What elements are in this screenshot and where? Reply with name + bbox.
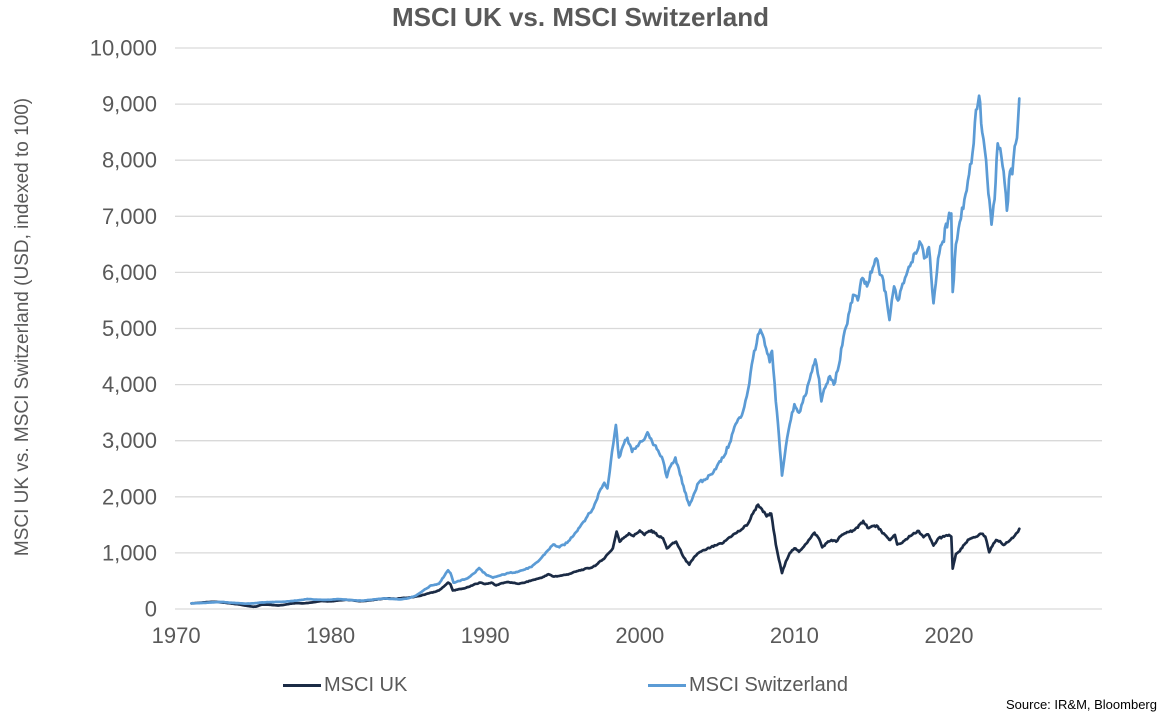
- y-axis-tick-labels: 0 1,000 2,000 3,000 4,000 5,000 6,000 7,000 8,00…: [90, 36, 157, 622]
- legend-label-msci-switzerland: MSCI Switzerland: [689, 673, 848, 696]
- x-tick-label: 2010: [770, 623, 819, 648]
- y-tick-label: 1,000: [102, 540, 157, 565]
- y-tick-label: 4,000: [102, 372, 157, 397]
- x-tick-label: 2000: [615, 623, 664, 648]
- x-axis-tick-labels: 1970 1980 1990 2000 2010 2020: [152, 623, 974, 648]
- x-tick-label: 1990: [461, 623, 510, 648]
- y-tick-label: 8,000: [102, 148, 157, 173]
- legend-item-msci-switzerland: MSCI Switzerland: [648, 672, 848, 698]
- legend-swatch-msci-switzerland: [648, 683, 686, 687]
- y-tick-label: 10,000: [90, 36, 157, 61]
- series-line-msci-uk: [190, 503, 1021, 609]
- x-tick-label: 1980: [306, 623, 355, 648]
- series-line-msci-switzerland: [190, 94, 1021, 606]
- y-tick-label: 7,000: [102, 204, 157, 229]
- y-tick-label: 0: [145, 597, 157, 622]
- legend-item-msci-uk: MSCI UK: [283, 672, 407, 698]
- y-tick-label: 6,000: [102, 260, 157, 285]
- y-tick-label: 3,000: [102, 428, 157, 453]
- legend: MSCI UK MSCI Switzerland: [0, 672, 1161, 698]
- y-tick-label: 9,000: [102, 92, 157, 117]
- gridlines: [175, 47, 1102, 610]
- chart-title: MSCI UK vs. MSCI Switzerland: [391, 2, 770, 32]
- source-note: Source: IR&M, Bloomberg: [1005, 697, 1157, 712]
- x-tick-label: 2020: [925, 623, 974, 648]
- y-tick-label: 2,000: [102, 484, 157, 509]
- x-tick-label: 1970: [152, 623, 201, 648]
- y-tick-label: 5,000: [102, 316, 157, 341]
- legend-label-msci-uk: MSCI UK: [324, 673, 408, 696]
- legend-swatch-msci-uk: [283, 683, 321, 687]
